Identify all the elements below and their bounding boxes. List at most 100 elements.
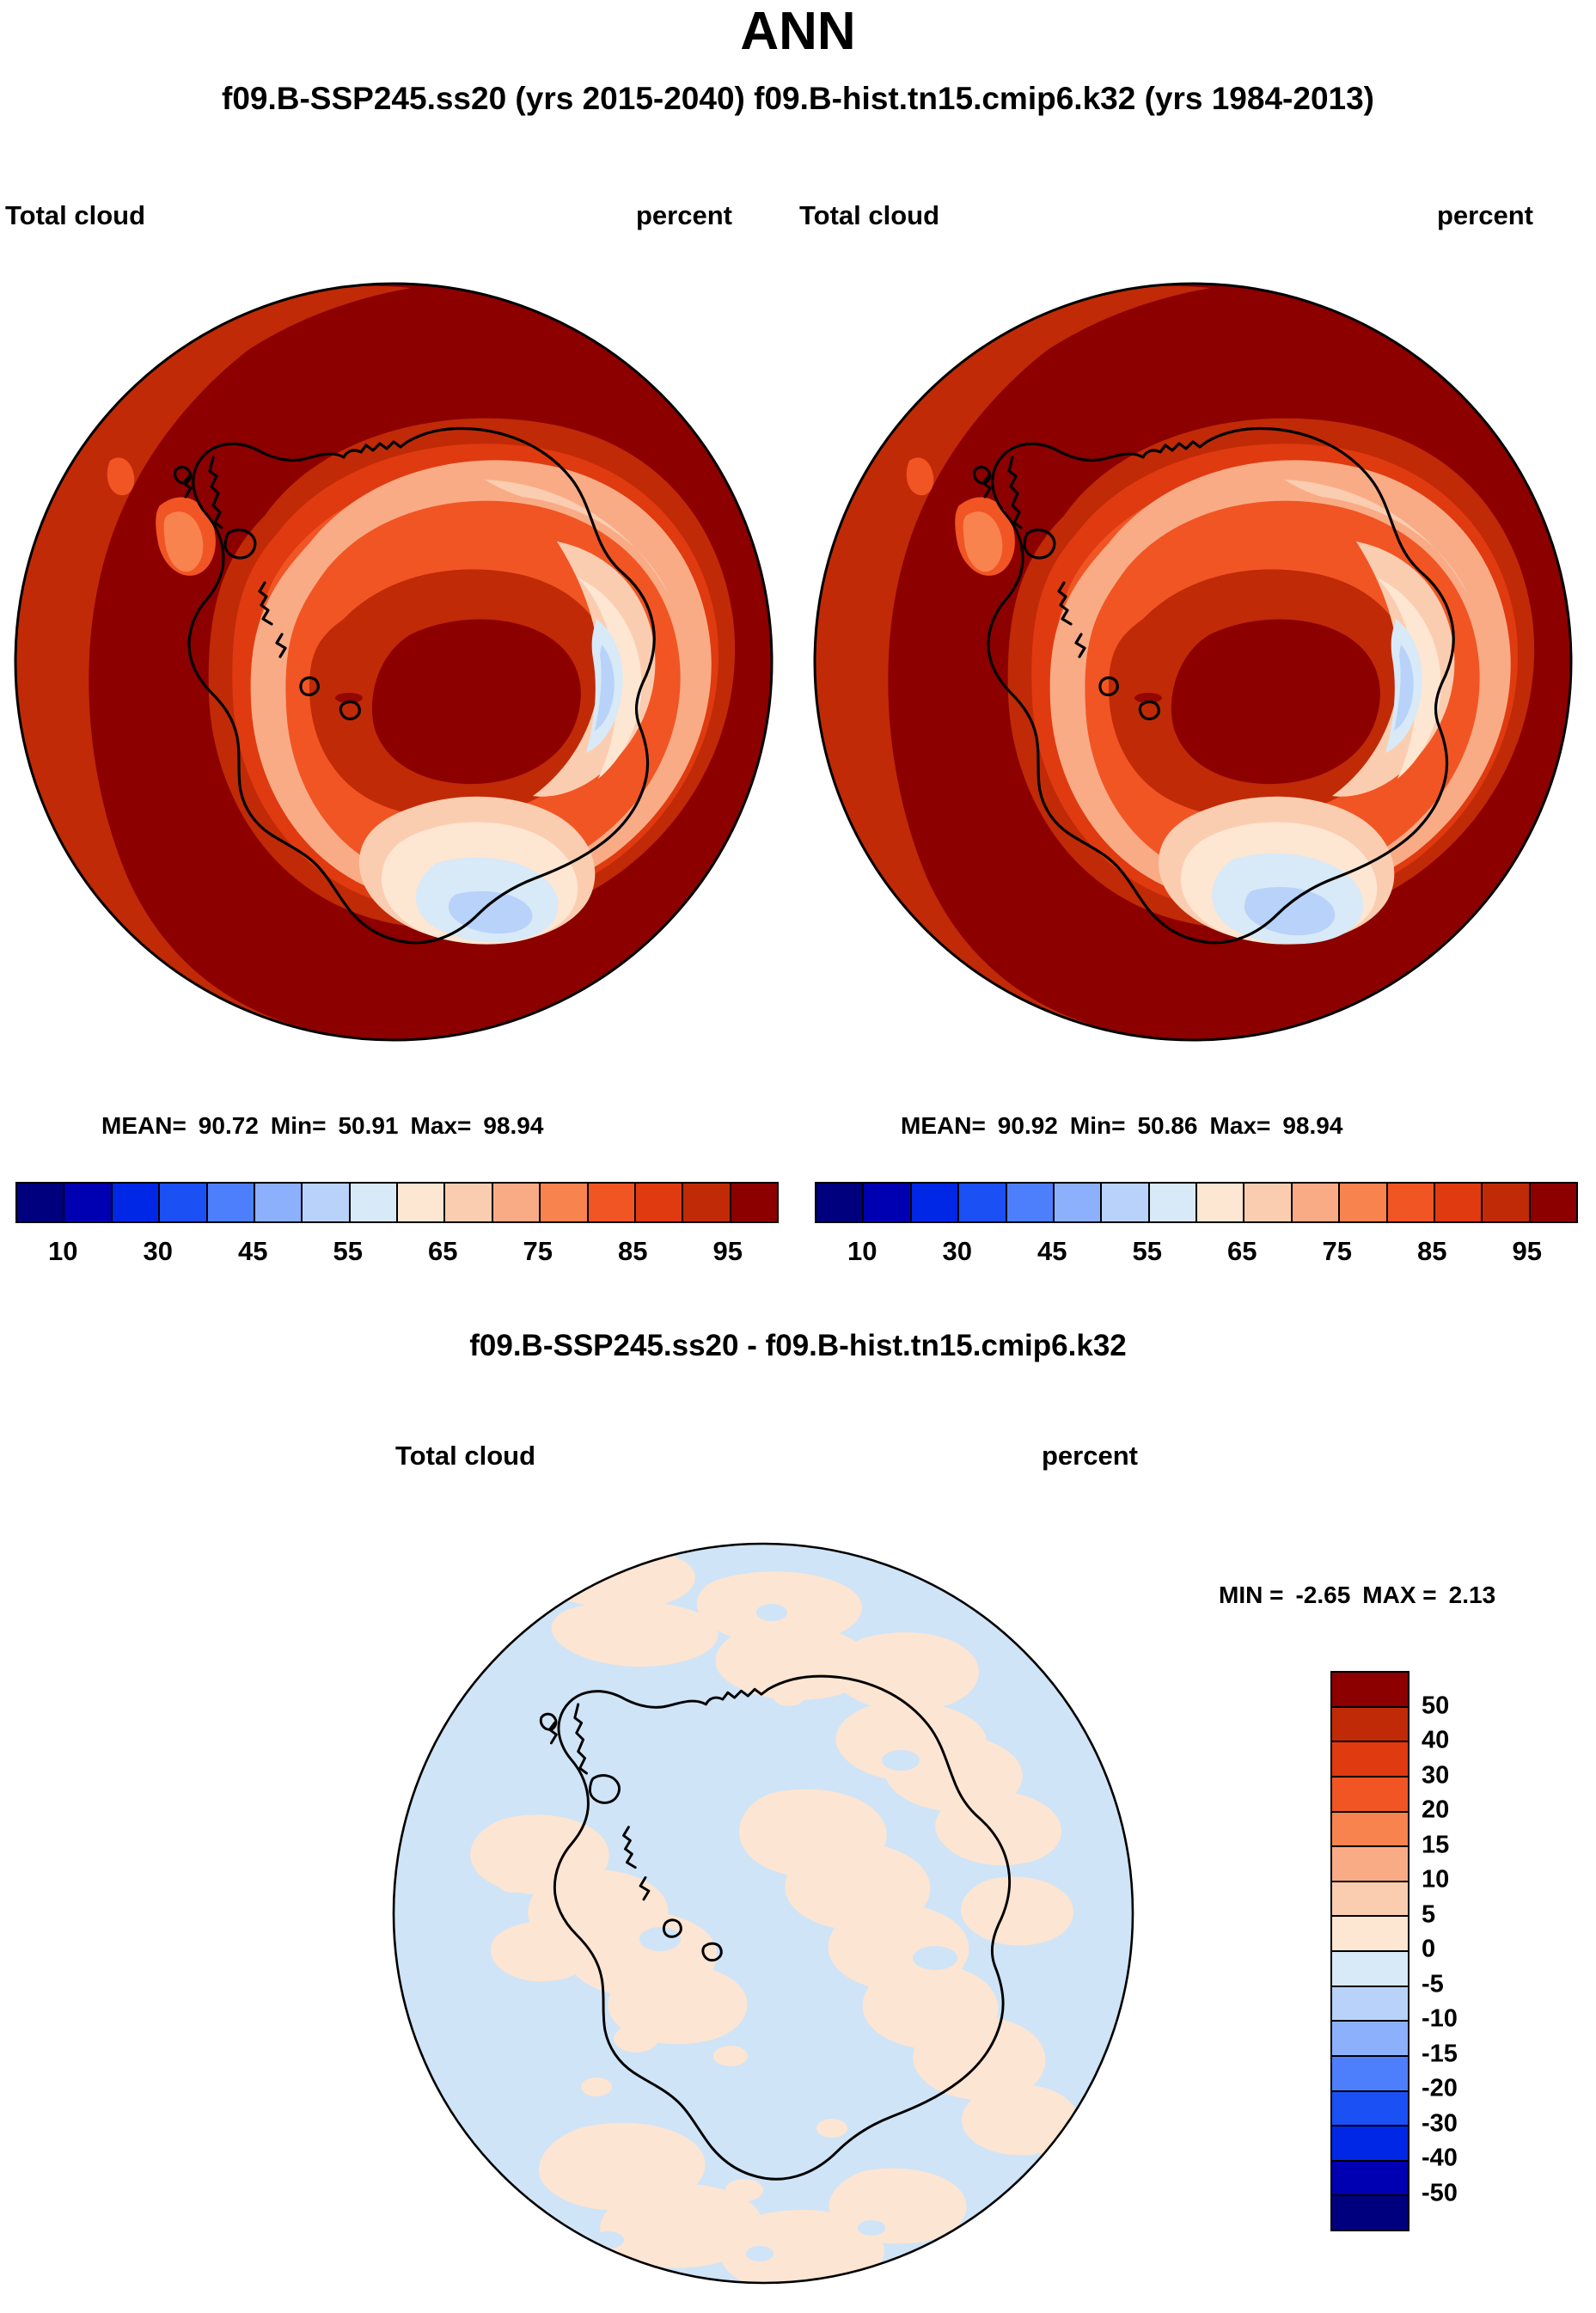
colorbar-tick-label: 0 [1422, 1935, 1436, 1963]
right-max-label: Max= [1209, 1112, 1271, 1139]
colorbar-cell [1332, 1847, 1408, 1882]
colorbar-cell [1483, 1184, 1531, 1221]
colorbar-cell [350, 1184, 398, 1221]
page-title: ANN [740, 2, 856, 61]
difference-colorbar-ticks: 50 40 30 20 15 10 5 0 -5 -10 -15 -20 -30 -40 -50 [1422, 1671, 1542, 2228]
left-mean-label: MEAN= [101, 1112, 187, 1139]
right-mean-label: MEAN= [901, 1112, 986, 1139]
colorbar-tick-label: 5 [1422, 1900, 1436, 1928]
colorbar-cell [816, 1184, 865, 1221]
colorbar-cell [112, 1184, 161, 1221]
right-mean-value: 90.92 [997, 1112, 1058, 1139]
right-colorbar [815, 1182, 1578, 1223]
colorbar-cell [207, 1184, 255, 1221]
colorbar-cell [492, 1184, 541, 1221]
colorbar-cell [1332, 1986, 1408, 2022]
colorbar-cell [1332, 2056, 1408, 2092]
difference-title: f09.B-SSP245.ss20 - f09.B-hist.tn15.cmip… [469, 1329, 1127, 1362]
colorbar-tick-label: 15 [1422, 1831, 1450, 1858]
colorbar-cell [731, 1184, 777, 1221]
left-colorbar-ticks: 10 30 45 55 65 75 85 95 [15, 1238, 775, 1272]
diff-max-label: MAX = [1362, 1582, 1437, 1608]
colorbar-tick-label: 85 [618, 1236, 648, 1266]
colorbar-cell [1332, 1673, 1408, 1708]
colorbar-cell [1434, 1184, 1483, 1221]
left-panel-units-label: percent [636, 200, 732, 230]
right-panel-stats: MEAN= 90.92 Min= 50.86 Max= 98.94 [901, 1114, 1342, 1138]
colorbar-cell [588, 1184, 636, 1221]
colorbar-tick-label: -10 [1422, 2004, 1458, 2033]
left-min-label: Min= [270, 1112, 327, 1139]
colorbar-tick-label: 50 [1422, 1692, 1450, 1719]
right-min-label: Min= [1069, 1112, 1126, 1139]
colorbar-cell [1332, 1952, 1408, 1987]
colorbar-tick-label: 30 [1422, 1761, 1450, 1789]
right-min-value: 50.86 [1137, 1112, 1198, 1139]
colorbar-cell [64, 1184, 113, 1221]
colorbar-tick-label: 95 [1512, 1236, 1542, 1266]
colorbar-cell [1197, 1184, 1245, 1221]
colorbar-cell [1332, 1777, 1408, 1813]
colorbar-cell [445, 1184, 493, 1221]
colorbar-cell [1340, 1184, 1388, 1221]
colorbar-cell [1332, 1812, 1408, 1848]
right-panel-variable-label: Total cloud [799, 200, 940, 230]
colorbar-cell [1332, 2126, 1408, 2162]
colorbar-tick-label: 75 [1322, 1236, 1352, 1266]
right-map-plot [806, 258, 1580, 1066]
colorbar-tick-label: -30 [1422, 2109, 1458, 2137]
colorbar-cell [160, 1184, 208, 1221]
difference-units-label: percent [1042, 1441, 1138, 1471]
colorbar-cell [864, 1184, 912, 1221]
colorbar-cell [1332, 2161, 1408, 2197]
colorbar-tick-label: 30 [942, 1236, 972, 1266]
colorbar-tick-label: 85 [1417, 1236, 1447, 1266]
colorbar-cell [1006, 1184, 1055, 1221]
colorbar-tick-label: -15 [1422, 2040, 1458, 2067]
colorbar-cell [398, 1184, 446, 1221]
colorbar-tick-label: -5 [1422, 1970, 1444, 1998]
colorbar-cell [1332, 2196, 1408, 2230]
colorbar-cell [1332, 1707, 1408, 1743]
colorbar-cell [1332, 1742, 1408, 1778]
colorbar-cell [1292, 1184, 1341, 1221]
left-panel-stats: MEAN= 90.72 Min= 50.91 Max= 98.94 [101, 1114, 543, 1138]
left-min-value: 50.91 [338, 1112, 399, 1139]
colorbar-tick-label: -50 [1422, 2179, 1458, 2206]
left-panel-variable-label: Total cloud [5, 200, 146, 230]
colorbar-tick-label: 10 [1422, 1865, 1450, 1894]
colorbar-cell [17, 1184, 65, 1221]
case-subtitle: f09.B-SSP245.ss20 (yrs 2015-2040) f09.B-… [222, 81, 1374, 116]
right-colorbar-ticks: 10 30 45 55 65 75 85 95 [815, 1238, 1575, 1272]
right-panel-units-label: percent [1437, 200, 1533, 230]
colorbar-cell [1332, 1917, 1408, 1952]
colorbar-tick-label: 20 [1422, 1796, 1450, 1824]
difference-variable-label: Total cloud [395, 1441, 536, 1471]
colorbar-tick-label: 55 [333, 1236, 363, 1266]
colorbar-cell [1244, 1184, 1293, 1221]
colorbar-cell [1149, 1184, 1197, 1221]
colorbar-cell [1054, 1184, 1103, 1221]
colorbar-tick-label: -20 [1422, 2074, 1458, 2102]
colorbar-tick-label: 65 [1227, 1236, 1257, 1266]
diff-max-value: 2.13 [1448, 1582, 1496, 1608]
colorbar-cell [1332, 2022, 1408, 2057]
left-colorbar [15, 1182, 779, 1223]
colorbar-tick-label: 10 [847, 1236, 877, 1266]
colorbar-tick-label: 75 [523, 1236, 553, 1266]
left-map-plot [7, 258, 780, 1066]
colorbar-cell [683, 1184, 731, 1221]
colorbar-tick-label: 55 [1132, 1236, 1162, 1266]
left-max-value: 98.94 [483, 1112, 544, 1139]
left-max-label: Max= [410, 1112, 472, 1139]
colorbar-cell [1332, 2091, 1408, 2127]
difference-colorbar [1330, 1671, 1409, 2231]
colorbar-cell [541, 1184, 589, 1221]
right-max-value: 98.94 [1282, 1112, 1343, 1139]
difference-minmax: MIN = -2.65 MAX = 2.13 [1219, 1583, 1495, 1607]
colorbar-tick-label: 45 [238, 1236, 268, 1266]
colorbar-tick-label: 45 [1037, 1236, 1067, 1266]
colorbar-tick-label: 30 [143, 1236, 173, 1266]
colorbar-cell [1102, 1184, 1150, 1221]
left-mean-value: 90.72 [198, 1112, 259, 1139]
